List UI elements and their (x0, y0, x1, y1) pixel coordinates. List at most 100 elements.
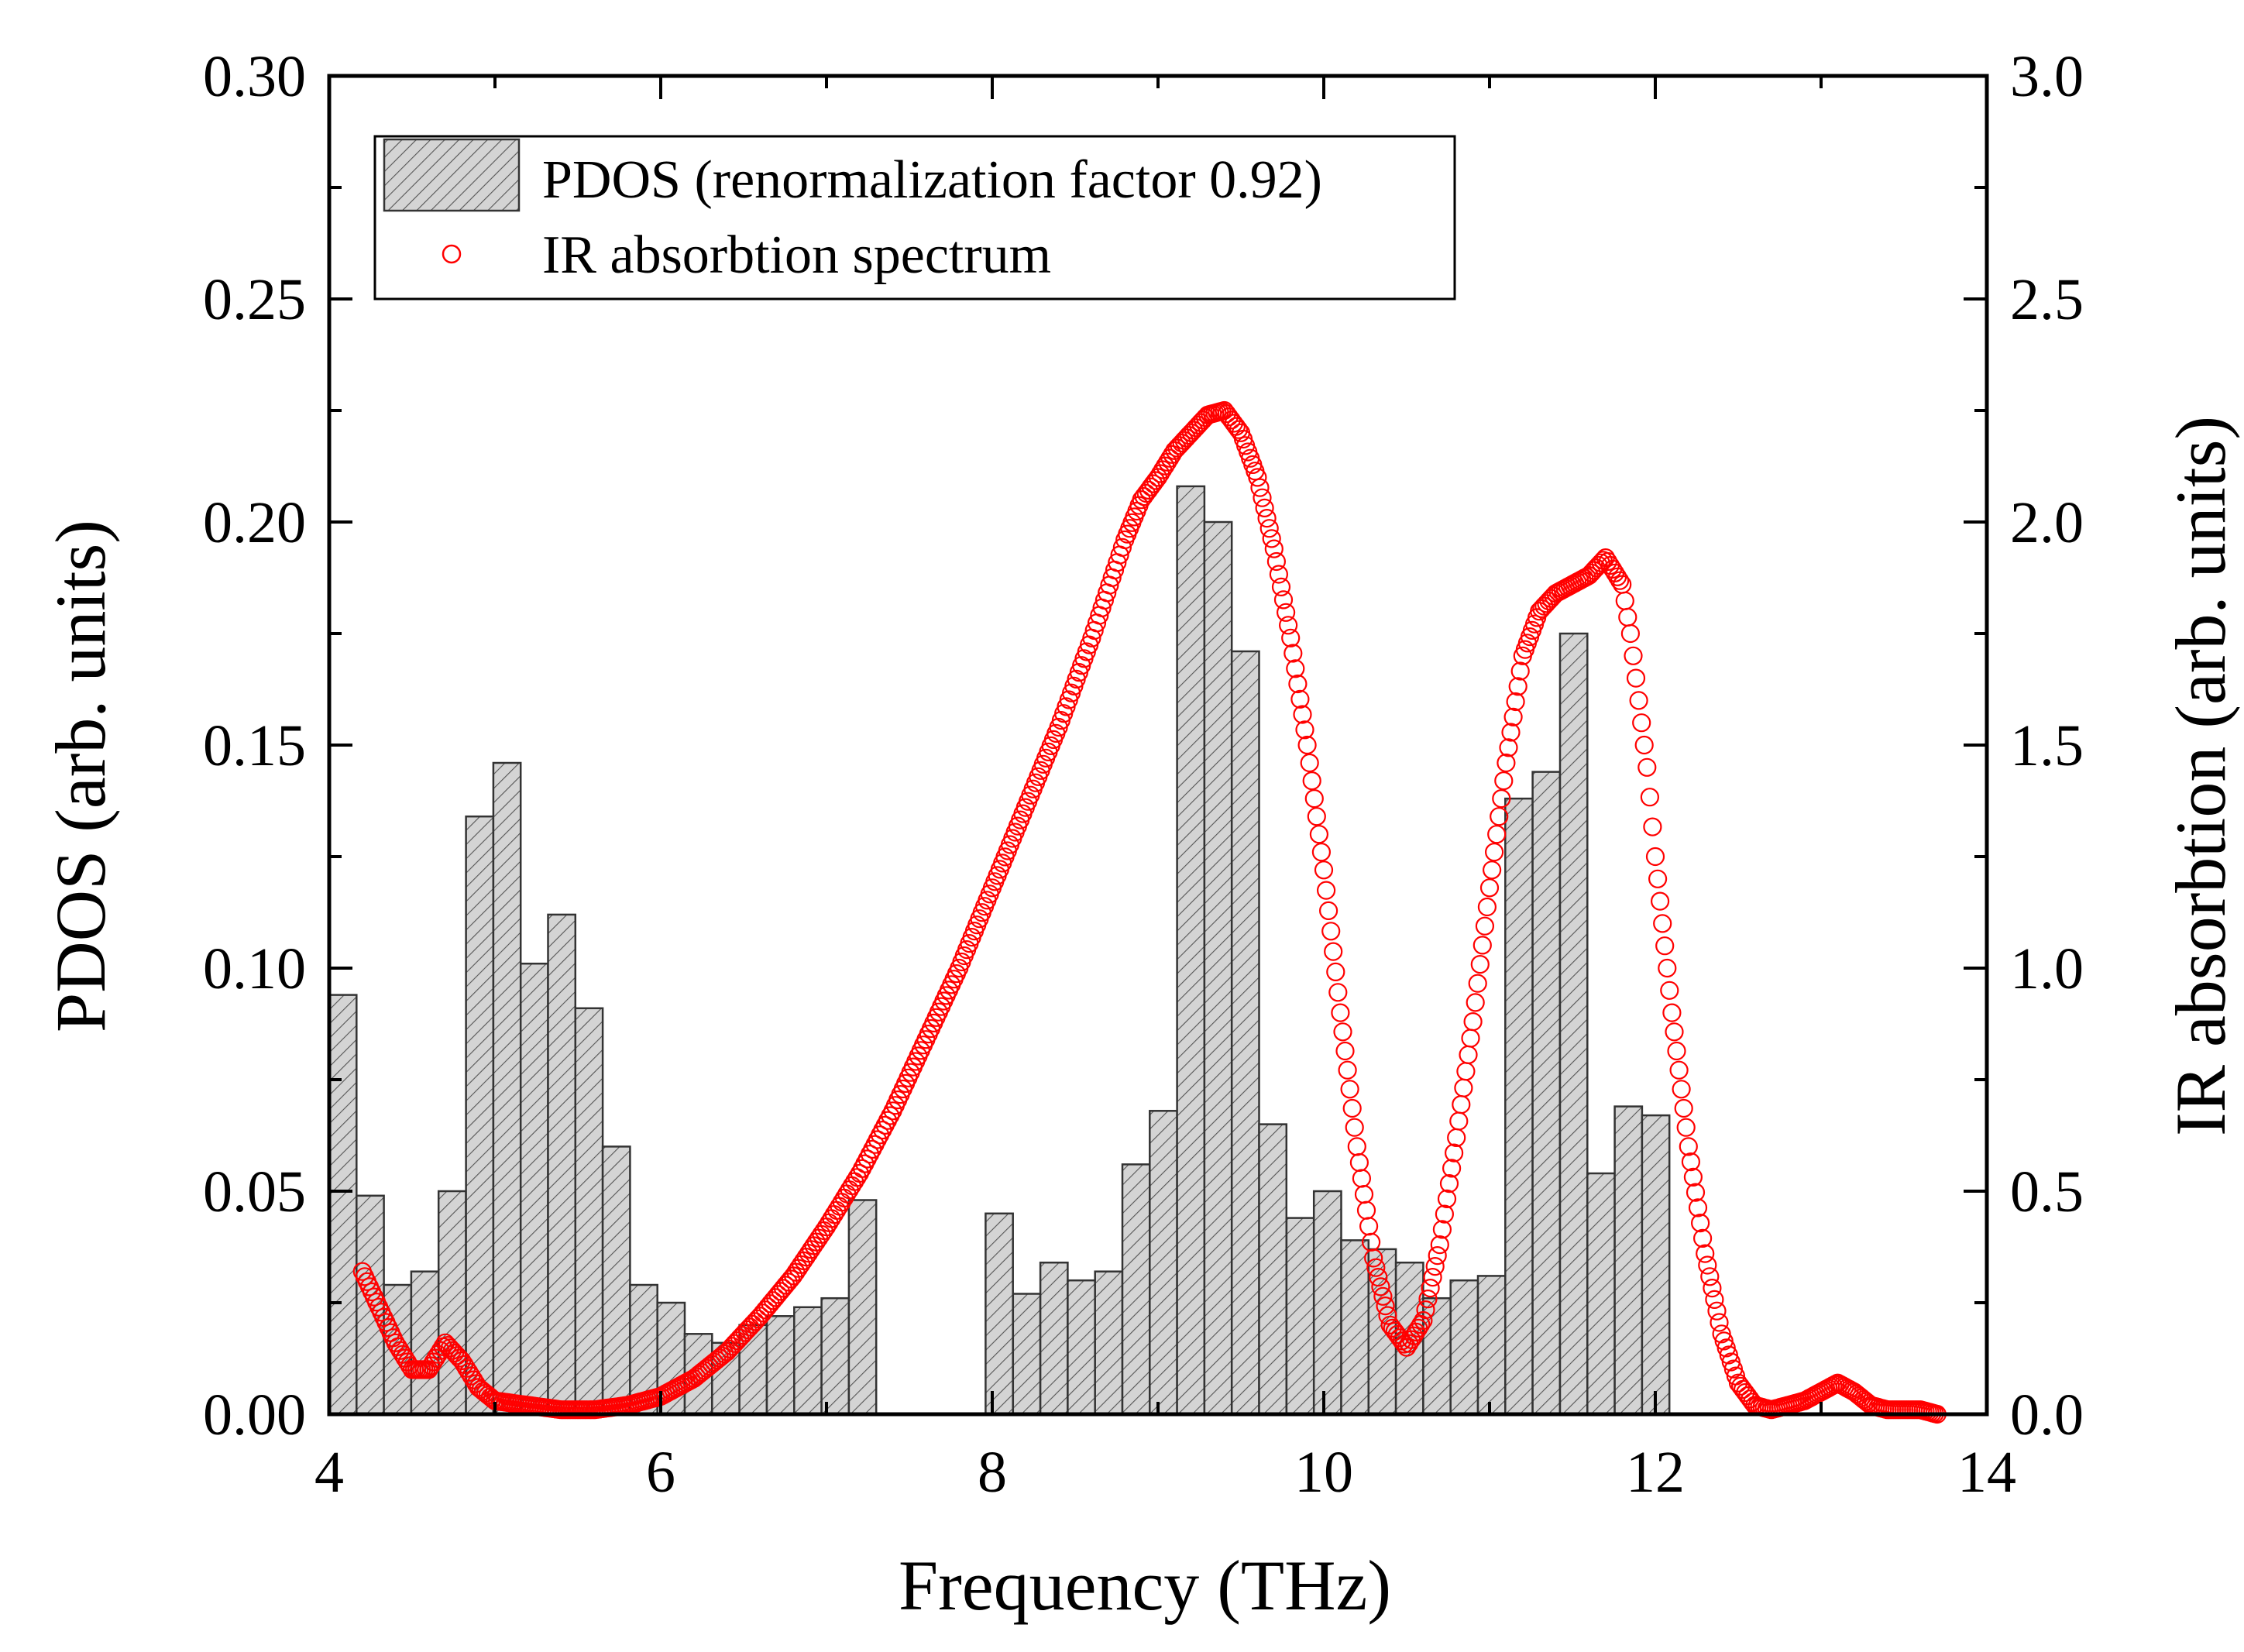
ir-point (1703, 1278, 1722, 1298)
ir-point (1432, 1220, 1452, 1239)
pdos-bar (519, 962, 549, 1416)
ir-point (1637, 757, 1657, 777)
ir-point (1373, 1286, 1393, 1306)
pdos-bar (1312, 1190, 1342, 1416)
ir-point (1383, 1318, 1402, 1338)
pdos-bar (1012, 1293, 1042, 1416)
ir-point (1620, 623, 1640, 644)
pdos-bar (601, 1145, 631, 1416)
ir-point (1615, 591, 1634, 610)
y-right-tick-label: 0.5 (2010, 1159, 2084, 1224)
ir-point (1141, 477, 1160, 496)
ir-point (1423, 1267, 1442, 1287)
ir-point (1452, 1094, 1471, 1114)
ir-point (449, 1348, 469, 1368)
ir-point (1352, 1169, 1372, 1188)
ir-point (1290, 689, 1310, 709)
ir-point (1847, 1384, 1866, 1403)
ir-point (1416, 1300, 1435, 1320)
pdos-bar (1613, 1105, 1644, 1416)
ir-point (1219, 407, 1239, 427)
ir-point (1681, 1152, 1700, 1172)
ir-point (1371, 1277, 1390, 1297)
ir-point (1369, 1267, 1388, 1287)
ir-point (1506, 692, 1525, 712)
pdos-bar (985, 1212, 1014, 1416)
ir-point (1645, 847, 1665, 867)
pdos-bar (1176, 485, 1206, 1416)
x-tick-label: 10 (1294, 1440, 1353, 1505)
ir-point (860, 1144, 880, 1164)
ir-point (1738, 1386, 1758, 1406)
ir-point (1541, 589, 1561, 608)
ir-point (1660, 981, 1679, 1000)
ir-point (1477, 897, 1497, 917)
ir-point (1385, 1321, 1404, 1341)
ir-point (1449, 1111, 1469, 1131)
ir-point (1475, 916, 1495, 936)
y-right-tick-label: 3.0 (2010, 44, 2084, 109)
ir-point (1707, 1301, 1727, 1321)
x-tick-label: 4 (314, 1440, 344, 1505)
pdos-bar (793, 1306, 823, 1416)
ir-point (1338, 1060, 1357, 1080)
ir-point (1655, 936, 1675, 956)
ir-point (1691, 1213, 1710, 1233)
ir-point (878, 1111, 898, 1130)
ir-point (1257, 508, 1277, 528)
ir-point (1380, 1315, 1400, 1334)
plot-area (328, 400, 1947, 1424)
ir-point (1347, 1137, 1366, 1156)
ir-point (1278, 616, 1298, 635)
ir-point (1366, 1258, 1386, 1277)
ir-point (1479, 878, 1500, 898)
y-left-tick-label: 0.10 (203, 936, 306, 1001)
pdos-bar (1422, 1297, 1452, 1416)
ir-point (1307, 807, 1326, 826)
y-right-tick-label: 1.0 (2010, 936, 2084, 1001)
ir-point (1134, 486, 1153, 507)
ir-point (1693, 1228, 1713, 1248)
ir-point (1439, 1173, 1459, 1193)
ir-point (1497, 753, 1516, 773)
ir-point (1259, 519, 1279, 538)
pdos-bar (738, 1324, 768, 1416)
ir-point (1624, 646, 1643, 665)
ir-point (1222, 410, 1241, 430)
ir-point (1326, 962, 1345, 982)
ir-point (1640, 788, 1659, 807)
ir-point (1430, 1235, 1449, 1255)
ir-point (1314, 860, 1334, 880)
ir-point (1437, 1189, 1457, 1209)
ir-point (1311, 843, 1332, 862)
ir-point (1683, 1167, 1703, 1187)
ir-point (1501, 723, 1521, 742)
pdos-bar (1641, 1114, 1671, 1416)
ir-point (1266, 551, 1287, 572)
ir-point (1461, 1029, 1480, 1048)
ir-point (1610, 571, 1630, 590)
x-tick-label: 6 (646, 1440, 675, 1505)
ir-point (1736, 1382, 1755, 1403)
y-left-tick-label: 0.05 (203, 1159, 306, 1224)
ir-point (1444, 1143, 1464, 1163)
ir-point (1731, 1376, 1751, 1396)
ir-point (870, 1125, 890, 1145)
ir-point (1629, 691, 1648, 710)
ir-point (863, 1139, 882, 1159)
pdos-bar (1531, 771, 1562, 1416)
ir-point (1482, 860, 1502, 880)
ir-point (1634, 735, 1654, 755)
ir-point (855, 1154, 875, 1173)
ir-point (1286, 659, 1305, 678)
ir-point (1281, 628, 1301, 647)
y-left-tick-label: 0.00 (203, 1382, 306, 1448)
ir-point (1284, 644, 1303, 663)
pdos-bar (1586, 1172, 1616, 1416)
ir-point (1364, 1248, 1383, 1268)
ir-point (1356, 1200, 1376, 1220)
ir-point (1295, 720, 1314, 740)
ir-point (1354, 1184, 1374, 1204)
ir-point (1508, 677, 1528, 696)
ir-point (1335, 1041, 1355, 1061)
